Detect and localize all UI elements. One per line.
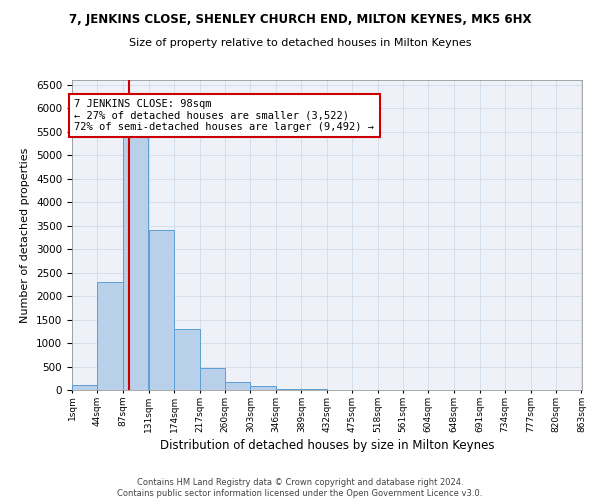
Bar bbox=[97, 282, 123, 390]
Bar bbox=[174, 329, 200, 390]
Text: Size of property relative to detached houses in Milton Keynes: Size of property relative to detached ho… bbox=[129, 38, 471, 48]
Bar bbox=[250, 386, 276, 390]
Bar bbox=[72, 386, 97, 390]
Bar bbox=[149, 230, 174, 390]
Bar bbox=[276, 388, 301, 390]
Bar bbox=[200, 368, 225, 390]
Bar bbox=[225, 382, 250, 390]
Y-axis label: Number of detached properties: Number of detached properties bbox=[20, 148, 31, 322]
Text: 7, JENKINS CLOSE, SHENLEY CHURCH END, MILTON KEYNES, MK5 6HX: 7, JENKINS CLOSE, SHENLEY CHURCH END, MI… bbox=[69, 12, 531, 26]
X-axis label: Distribution of detached houses by size in Milton Keynes: Distribution of detached houses by size … bbox=[160, 439, 494, 452]
Text: Contains HM Land Registry data © Crown copyright and database right 2024.
Contai: Contains HM Land Registry data © Crown c… bbox=[118, 478, 482, 498]
Text: 7 JENKINS CLOSE: 98sqm
← 27% of detached houses are smaller (3,522)
72% of semi-: 7 JENKINS CLOSE: 98sqm ← 27% of detached… bbox=[74, 99, 374, 132]
Bar bbox=[123, 132, 148, 390]
